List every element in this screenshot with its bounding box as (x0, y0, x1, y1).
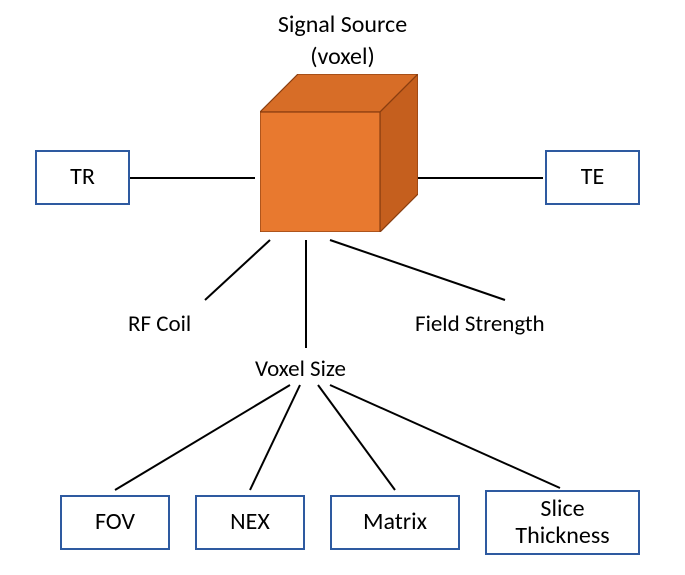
cube-svg (260, 74, 418, 232)
node-tr-label: TR (70, 164, 95, 190)
title-line2: (voxel) (0, 42, 685, 71)
node-te-label: TE (581, 164, 604, 190)
node-tr: TR (35, 150, 130, 205)
node-slice-l1: Slice (540, 494, 584, 523)
node-slice-l2: Thickness (515, 521, 609, 550)
node-fov: FOV (60, 495, 170, 550)
node-slice: Slice Thickness (485, 490, 640, 555)
title-line1: Signal Source (0, 10, 685, 39)
label-voxel-size: Voxel Size (255, 355, 346, 383)
label-field-strength: Field Strength (415, 310, 545, 338)
node-nex: NEX (195, 495, 305, 550)
node-te: TE (545, 150, 640, 205)
label-rf-coil: RF Coil (128, 310, 191, 338)
voxel-cube (260, 74, 418, 237)
node-fov-label: FOV (95, 509, 135, 535)
node-matrix-label: Matrix (363, 509, 427, 535)
node-nex-label: NEX (230, 509, 270, 535)
node-matrix: Matrix (330, 495, 460, 550)
node-slice-label: Slice Thickness (515, 496, 609, 549)
